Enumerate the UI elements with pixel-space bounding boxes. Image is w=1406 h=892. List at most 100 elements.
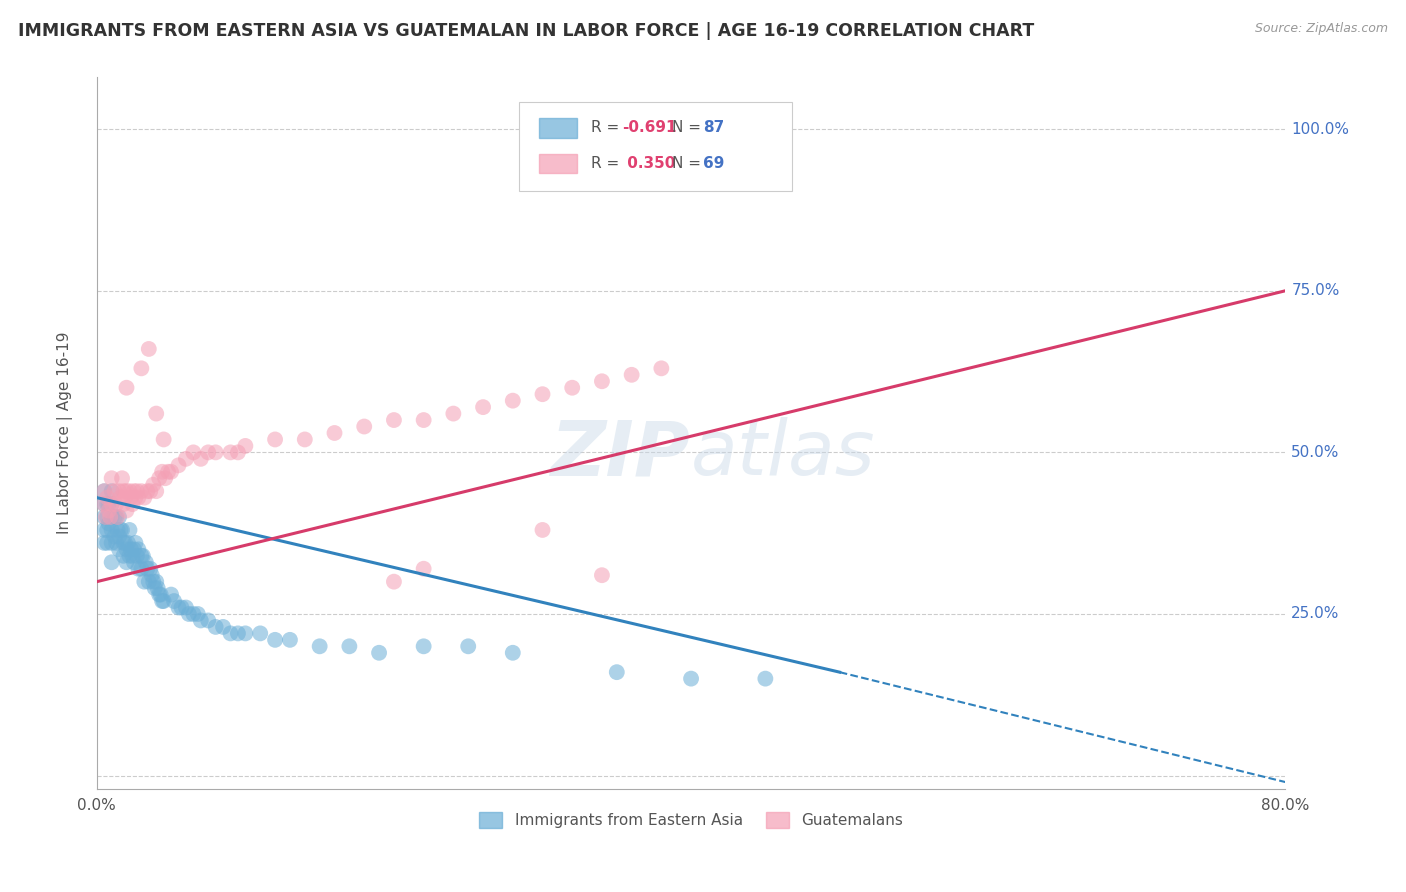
Point — [100, 497, 122, 511]
Point — [368, 646, 391, 660]
Point — [97, 497, 120, 511]
Point — [174, 451, 197, 466]
Point — [115, 503, 138, 517]
Point — [104, 484, 127, 499]
Point — [190, 451, 212, 466]
Point — [457, 640, 479, 654]
Point — [107, 510, 129, 524]
Point — [149, 588, 172, 602]
Legend: Immigrants from Eastern Asia, Guatemalans: Immigrants from Eastern Asia, Guatemalan… — [474, 806, 908, 834]
Point — [115, 542, 138, 557]
Point — [167, 458, 190, 473]
Point — [197, 445, 219, 459]
Point — [112, 484, 135, 499]
Point — [412, 413, 434, 427]
Point — [382, 413, 405, 427]
Point — [138, 574, 160, 589]
Point — [118, 549, 141, 563]
Point — [104, 529, 127, 543]
Point — [114, 491, 136, 505]
Point — [100, 484, 122, 499]
Text: atlas: atlas — [692, 417, 876, 491]
Point — [152, 433, 174, 447]
Point — [96, 491, 118, 505]
Text: 100.0%: 100.0% — [1291, 121, 1350, 136]
Text: 0.350: 0.350 — [621, 156, 675, 171]
Point — [235, 626, 257, 640]
Text: N =: N = — [672, 156, 706, 171]
Point — [187, 607, 209, 621]
Point — [108, 510, 131, 524]
Point — [124, 491, 146, 505]
Point — [412, 562, 434, 576]
Point — [138, 342, 160, 356]
Point — [93, 536, 115, 550]
Point — [93, 497, 115, 511]
Point — [131, 484, 153, 499]
Bar — [538, 118, 576, 138]
Point — [264, 632, 287, 647]
Point — [226, 626, 249, 640]
Point — [98, 510, 121, 524]
Point — [122, 484, 145, 499]
Point — [150, 465, 173, 479]
Point — [131, 549, 153, 563]
Point — [117, 536, 139, 550]
Point — [153, 471, 176, 485]
Text: N =: N = — [672, 120, 706, 136]
Point — [135, 555, 157, 569]
Point — [606, 665, 628, 680]
Point — [127, 542, 149, 557]
Text: R =: R = — [592, 120, 624, 136]
Point — [118, 484, 141, 499]
Point — [337, 640, 360, 654]
Point — [120, 491, 142, 505]
Point — [219, 626, 242, 640]
Point — [93, 510, 115, 524]
Point — [108, 529, 131, 543]
Point — [115, 381, 138, 395]
Point — [122, 542, 145, 557]
Point — [115, 484, 138, 499]
Point — [157, 465, 180, 479]
Point — [235, 439, 257, 453]
Point — [107, 523, 129, 537]
Point — [110, 523, 132, 537]
Point — [134, 491, 156, 505]
Point — [163, 594, 186, 608]
Point — [148, 588, 170, 602]
Point — [148, 471, 170, 485]
Point — [264, 433, 287, 447]
Point — [100, 523, 122, 537]
Point — [136, 562, 159, 576]
Point — [141, 568, 163, 582]
Point — [105, 497, 128, 511]
Point — [97, 516, 120, 531]
Text: ZIP: ZIP — [551, 417, 692, 491]
Text: R =: R = — [592, 156, 624, 171]
Point — [134, 574, 156, 589]
Point — [167, 600, 190, 615]
Point — [118, 523, 141, 537]
Point — [620, 368, 643, 382]
Point — [204, 445, 226, 459]
Point — [591, 374, 613, 388]
Point — [145, 574, 167, 589]
Point — [472, 400, 495, 414]
Point — [121, 549, 143, 563]
Point — [111, 523, 134, 537]
Point — [100, 510, 122, 524]
Point — [125, 549, 148, 563]
Point — [127, 491, 149, 505]
Point — [278, 632, 301, 647]
Bar — [538, 153, 576, 173]
Point — [160, 465, 183, 479]
Point — [132, 549, 155, 563]
Point — [115, 555, 138, 569]
Point — [136, 484, 159, 499]
Point — [441, 407, 464, 421]
Point — [139, 484, 162, 499]
Point — [97, 503, 120, 517]
Point — [591, 568, 613, 582]
Text: 75.0%: 75.0% — [1291, 284, 1340, 298]
